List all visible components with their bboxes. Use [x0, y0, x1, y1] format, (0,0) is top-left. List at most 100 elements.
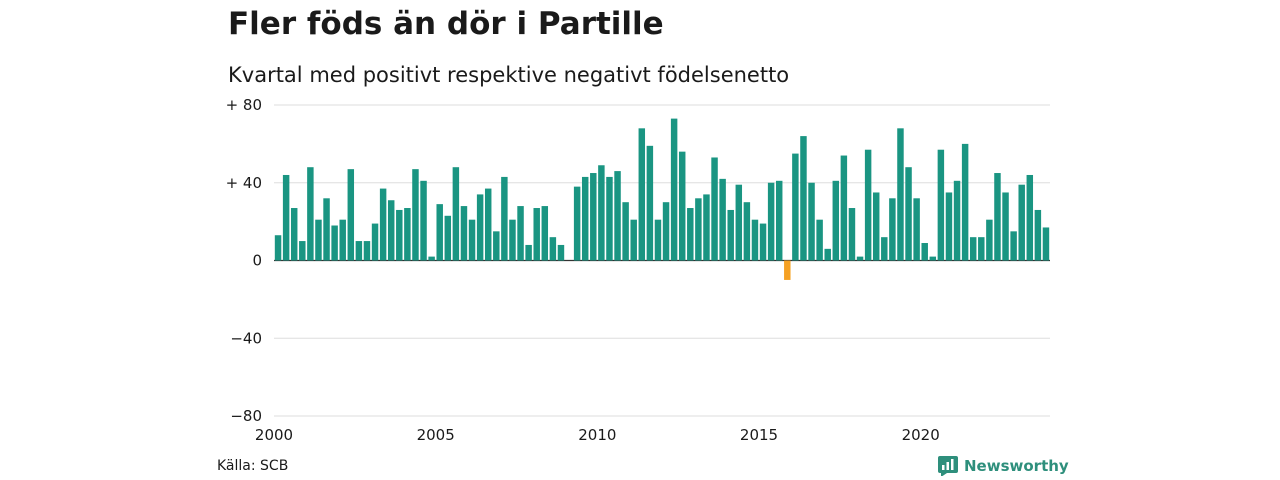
- brand-label: Newsworthy: [964, 457, 1069, 475]
- bar: [945, 192, 953, 261]
- bar: [881, 237, 888, 261]
- newsworthy-logo-icon: [938, 456, 958, 476]
- bar: [969, 237, 977, 261]
- bar: [913, 198, 920, 261]
- bar: [743, 202, 751, 261]
- bar: [282, 174, 290, 261]
- bar: [452, 167, 460, 261]
- bar: [759, 223, 767, 261]
- bar: [412, 169, 419, 261]
- bar: [323, 198, 330, 261]
- bar: [937, 149, 945, 261]
- gridlines: [274, 104, 1050, 417]
- bar: [315, 219, 322, 261]
- bar: [961, 143, 969, 261]
- y-axis: + 80 + 40 0 −40 −80: [226, 96, 262, 425]
- x-axis: 2000 2005 2010 2015 2020: [255, 426, 940, 444]
- bar: [905, 167, 912, 261]
- bar: [290, 208, 298, 261]
- bar: [428, 256, 435, 261]
- bar: [646, 145, 654, 261]
- bar: [420, 180, 427, 261]
- bar: [864, 149, 872, 261]
- bar: [751, 219, 759, 261]
- y-tick-label: + 40: [226, 174, 262, 192]
- bar: [767, 182, 775, 261]
- y-tick-label: −40: [230, 329, 262, 347]
- bar: [986, 219, 993, 261]
- bar: [339, 219, 346, 261]
- x-tick-label: 2020: [902, 426, 940, 444]
- bar: [921, 243, 928, 261]
- bar: [557, 244, 565, 261]
- bar: [501, 176, 508, 261]
- bar: [517, 206, 524, 261]
- bar: [638, 128, 646, 261]
- x-tick-label: 2010: [578, 426, 616, 444]
- bar: [727, 209, 734, 261]
- bar: [347, 169, 355, 261]
- bar: [387, 200, 395, 261]
- bar: [1002, 192, 1009, 261]
- bar: [396, 209, 403, 261]
- bar: [678, 151, 686, 261]
- bar: [703, 194, 710, 261]
- bar: [670, 118, 678, 261]
- bar: [897, 128, 904, 261]
- bar: [590, 173, 597, 261]
- bar: [929, 256, 937, 261]
- brand: Newsworthy: [938, 456, 1069, 476]
- bar: [630, 219, 637, 261]
- bar: [711, 157, 718, 261]
- bar: [687, 208, 694, 261]
- bar: [436, 204, 443, 261]
- bar: [598, 165, 605, 261]
- bar: [719, 178, 726, 261]
- bar: [581, 176, 589, 261]
- bar: [444, 215, 452, 261]
- bar-series: [274, 118, 1050, 280]
- bar: [1034, 209, 1042, 261]
- bar: [371, 223, 379, 261]
- bar: [606, 176, 613, 261]
- bar: [662, 202, 670, 261]
- bar: [379, 188, 387, 261]
- bar: [1042, 227, 1050, 261]
- bar: [775, 180, 783, 261]
- bar: [654, 219, 662, 261]
- bar: [509, 219, 516, 261]
- bar: [484, 188, 492, 261]
- bar: [525, 244, 532, 261]
- bar: [476, 194, 484, 261]
- bar: [994, 173, 1001, 261]
- bar: [541, 206, 549, 261]
- bar: [299, 241, 306, 261]
- bar: [889, 198, 896, 261]
- bar: [978, 237, 985, 261]
- x-tick-label: 2015: [740, 426, 778, 444]
- bar: [307, 167, 314, 261]
- y-tick-label: + 80: [226, 96, 262, 114]
- bar: [363, 241, 371, 261]
- y-tick-label: 0: [252, 252, 262, 270]
- bar: [735, 184, 743, 261]
- bar: [1026, 174, 1034, 261]
- bar: [832, 180, 840, 261]
- bar: [274, 235, 282, 261]
- bar: [953, 180, 961, 261]
- bar: [800, 136, 807, 261]
- bar: [355, 241, 363, 261]
- bar: [1010, 231, 1017, 261]
- x-tick-label: 2000: [255, 426, 293, 444]
- chart-title: Fler föds än dör i Partille: [228, 6, 664, 42]
- source-label: Källa: SCB: [217, 458, 289, 474]
- bar: [872, 192, 880, 261]
- bar: [784, 260, 791, 280]
- bar: [468, 219, 476, 261]
- y-tick-label: −80: [230, 407, 262, 425]
- bar: [1018, 184, 1025, 261]
- bar: [848, 208, 856, 261]
- bar: [404, 208, 411, 261]
- bar: [695, 198, 702, 261]
- bar: [856, 256, 864, 261]
